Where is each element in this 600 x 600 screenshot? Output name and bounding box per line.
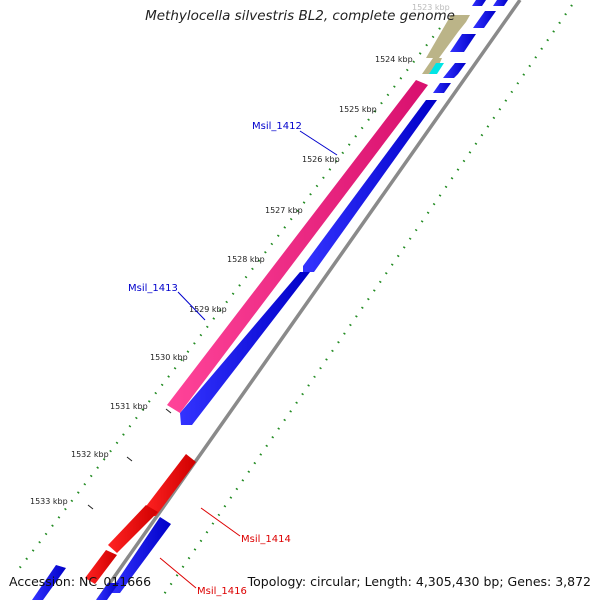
tick-label: 1532 kbp — [71, 450, 109, 459]
forward-gene-arrow[interactable] — [473, 11, 496, 28]
tick-mark — [165, 408, 172, 414]
tick-label: 1533 kbp — [30, 497, 68, 506]
tick-label: 1526 kbp — [302, 155, 340, 164]
tick-label: 1530 kbp — [150, 353, 188, 362]
leader-msil-1416 — [159, 557, 197, 589]
accession-label: Accession: NC_011666 — [9, 574, 152, 589]
forward-gene-arrow[interactable] — [303, 100, 437, 272]
reverse-gene-arrow[interactable] — [108, 505, 158, 553]
tick-label: 1531 kbp — [110, 402, 148, 411]
tick-mark — [87, 504, 94, 510]
tick-label: 1529 kbp — [189, 305, 227, 314]
forward-gene-arrow[interactable] — [472, 0, 486, 6]
gene-label-msil-1413[interactable]: Msil_1413 — [128, 283, 178, 294]
tick-label: 1525 kbp — [339, 105, 377, 114]
label-leaders — [159, 130, 338, 589]
reverse-gene-msil-1416[interactable] — [85, 550, 117, 584]
forward-genes — [32, 0, 508, 600]
forward-gene-arrow[interactable] — [109, 517, 171, 593]
tick-mark — [126, 456, 133, 462]
tick-label: 1527 kbp — [265, 206, 303, 215]
gene-labels: Msil_1412 Msil_1413 Msil_1414 Msil_1416 — [128, 121, 302, 597]
leader-msil-1414 — [200, 507, 241, 537]
tick-label: 1523 kbp — [412, 3, 450, 12]
forward-gene-arrow[interactable] — [96, 583, 119, 600]
gene-label-msil-1416[interactable]: Msil_1416 — [197, 586, 247, 597]
genome-summary: Topology: circular; Length: 4,305,430 bp… — [247, 574, 591, 589]
other-gene-arrow[interactable] — [422, 58, 442, 74]
gene-label-msil-1414[interactable]: Msil_1414 — [241, 534, 291, 545]
reverse-gene-msil-1414[interactable] — [143, 454, 196, 516]
tick-label: 1524 kbp — [375, 55, 413, 64]
gene-label-msil-1412[interactable]: Msil_1412 — [252, 121, 302, 132]
map-title: Methylocella silvestris BL2, complete ge… — [145, 8, 455, 24]
tick-labels: 1523 kbp 1524 kbp 1525 kbp 1526 kbp 1527… — [30, 3, 450, 506]
forward-gene-arrow[interactable] — [443, 63, 466, 78]
highlight-gene-msil-1412[interactable] — [167, 80, 428, 413]
forward-gene-arrow[interactable] — [450, 34, 476, 52]
forward-gene-arrow[interactable] — [32, 565, 66, 600]
forward-gene-arrow[interactable] — [433, 83, 451, 93]
reverse-genes — [85, 15, 470, 584]
other-gene-arrow[interactable] — [426, 15, 470, 58]
gc-inner-dotted-line — [159, 4, 573, 600]
forward-gene-arrow[interactable] — [493, 0, 508, 6]
leader-msil-1412 — [299, 130, 338, 156]
cyan-gene-arrow[interactable] — [429, 63, 444, 74]
forward-gene-arrow[interactable] — [180, 272, 310, 425]
tick-label: 1528 kbp — [227, 255, 265, 264]
genome-backbone — [96, 0, 522, 600]
gc-track — [17, 4, 573, 600]
leader-msil-1413 — [177, 291, 206, 321]
